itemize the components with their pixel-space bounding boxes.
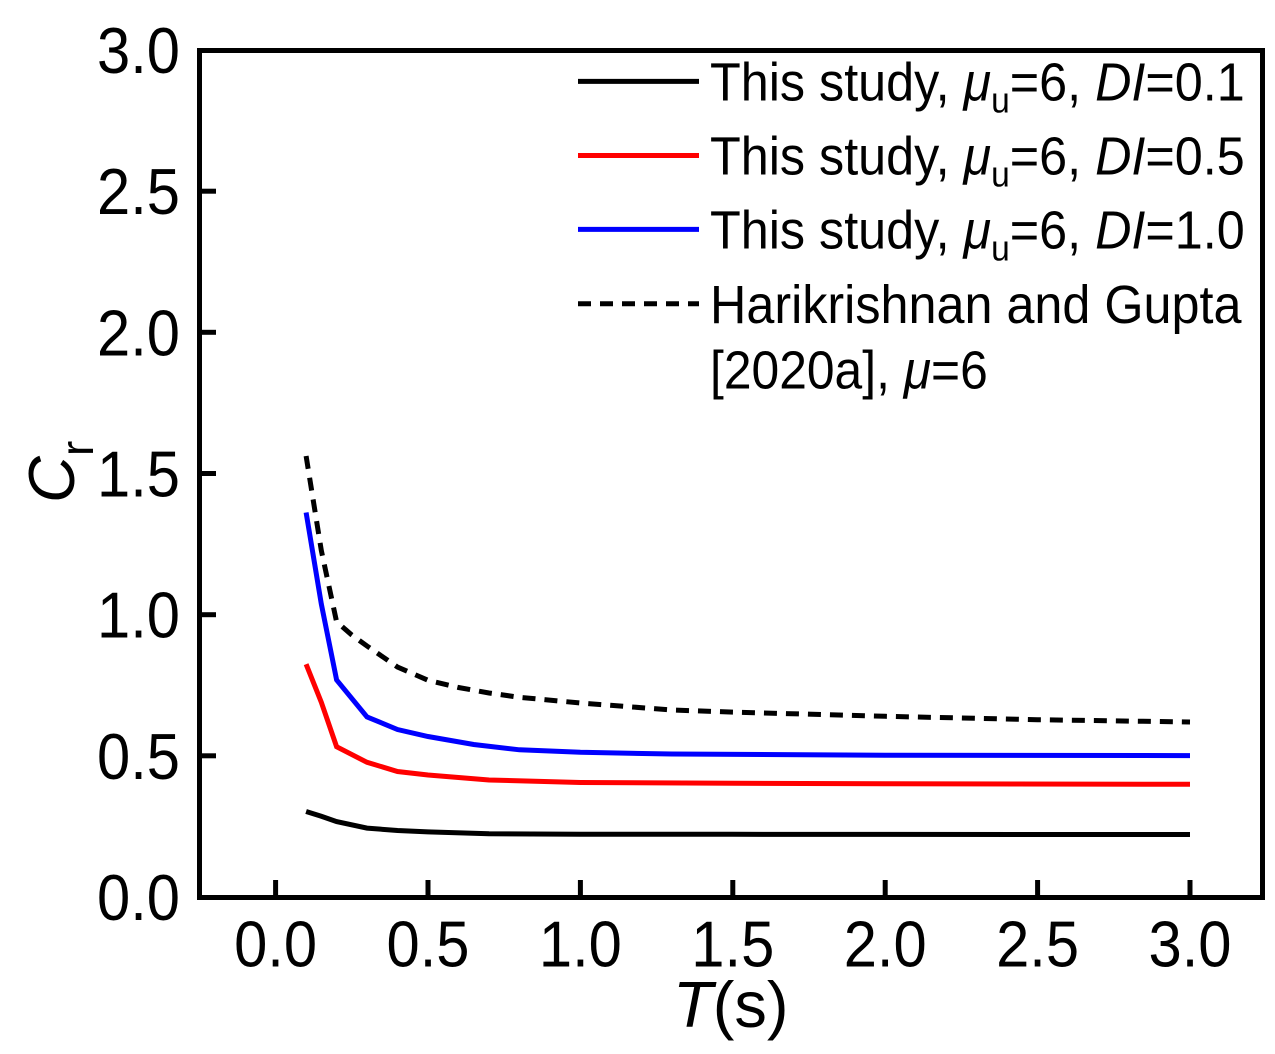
svg-text:1.5: 1.5	[97, 438, 180, 511]
svg-text:3.0: 3.0	[1149, 908, 1232, 981]
svg-text:Harikrishnan and Gupta: Harikrishnan and Gupta	[710, 275, 1242, 335]
svg-text:1.5: 1.5	[691, 908, 774, 981]
svg-text:2.0: 2.0	[97, 296, 180, 369]
svg-text:1.0: 1.0	[97, 579, 180, 652]
svg-text:0.5: 0.5	[387, 908, 470, 981]
svg-text:This study, μu=6, DI=1.0: This study, μu=6, DI=1.0	[710, 201, 1245, 269]
svg-text:This study, μu=6, DI=0.5: This study, μu=6, DI=0.5	[710, 127, 1245, 195]
svg-text:T(s): T(s)	[673, 968, 789, 1041]
svg-text:0.0: 0.0	[97, 861, 180, 934]
svg-text:0.0: 0.0	[234, 908, 317, 981]
svg-text:0.5: 0.5	[97, 720, 180, 793]
svg-text:2.5: 2.5	[996, 908, 1079, 981]
svg-text:Cr: Cr	[15, 441, 103, 503]
svg-text:[2020a], μ=6: [2020a], μ=6	[710, 341, 988, 401]
svg-text:3.0: 3.0	[97, 14, 180, 87]
svg-text:1.0: 1.0	[539, 908, 622, 981]
svg-text:This study, μu=6, DI=0.1: This study, μu=6, DI=0.1	[710, 53, 1245, 121]
svg-text:2.5: 2.5	[97, 155, 180, 228]
svg-text:2.0: 2.0	[844, 908, 927, 981]
